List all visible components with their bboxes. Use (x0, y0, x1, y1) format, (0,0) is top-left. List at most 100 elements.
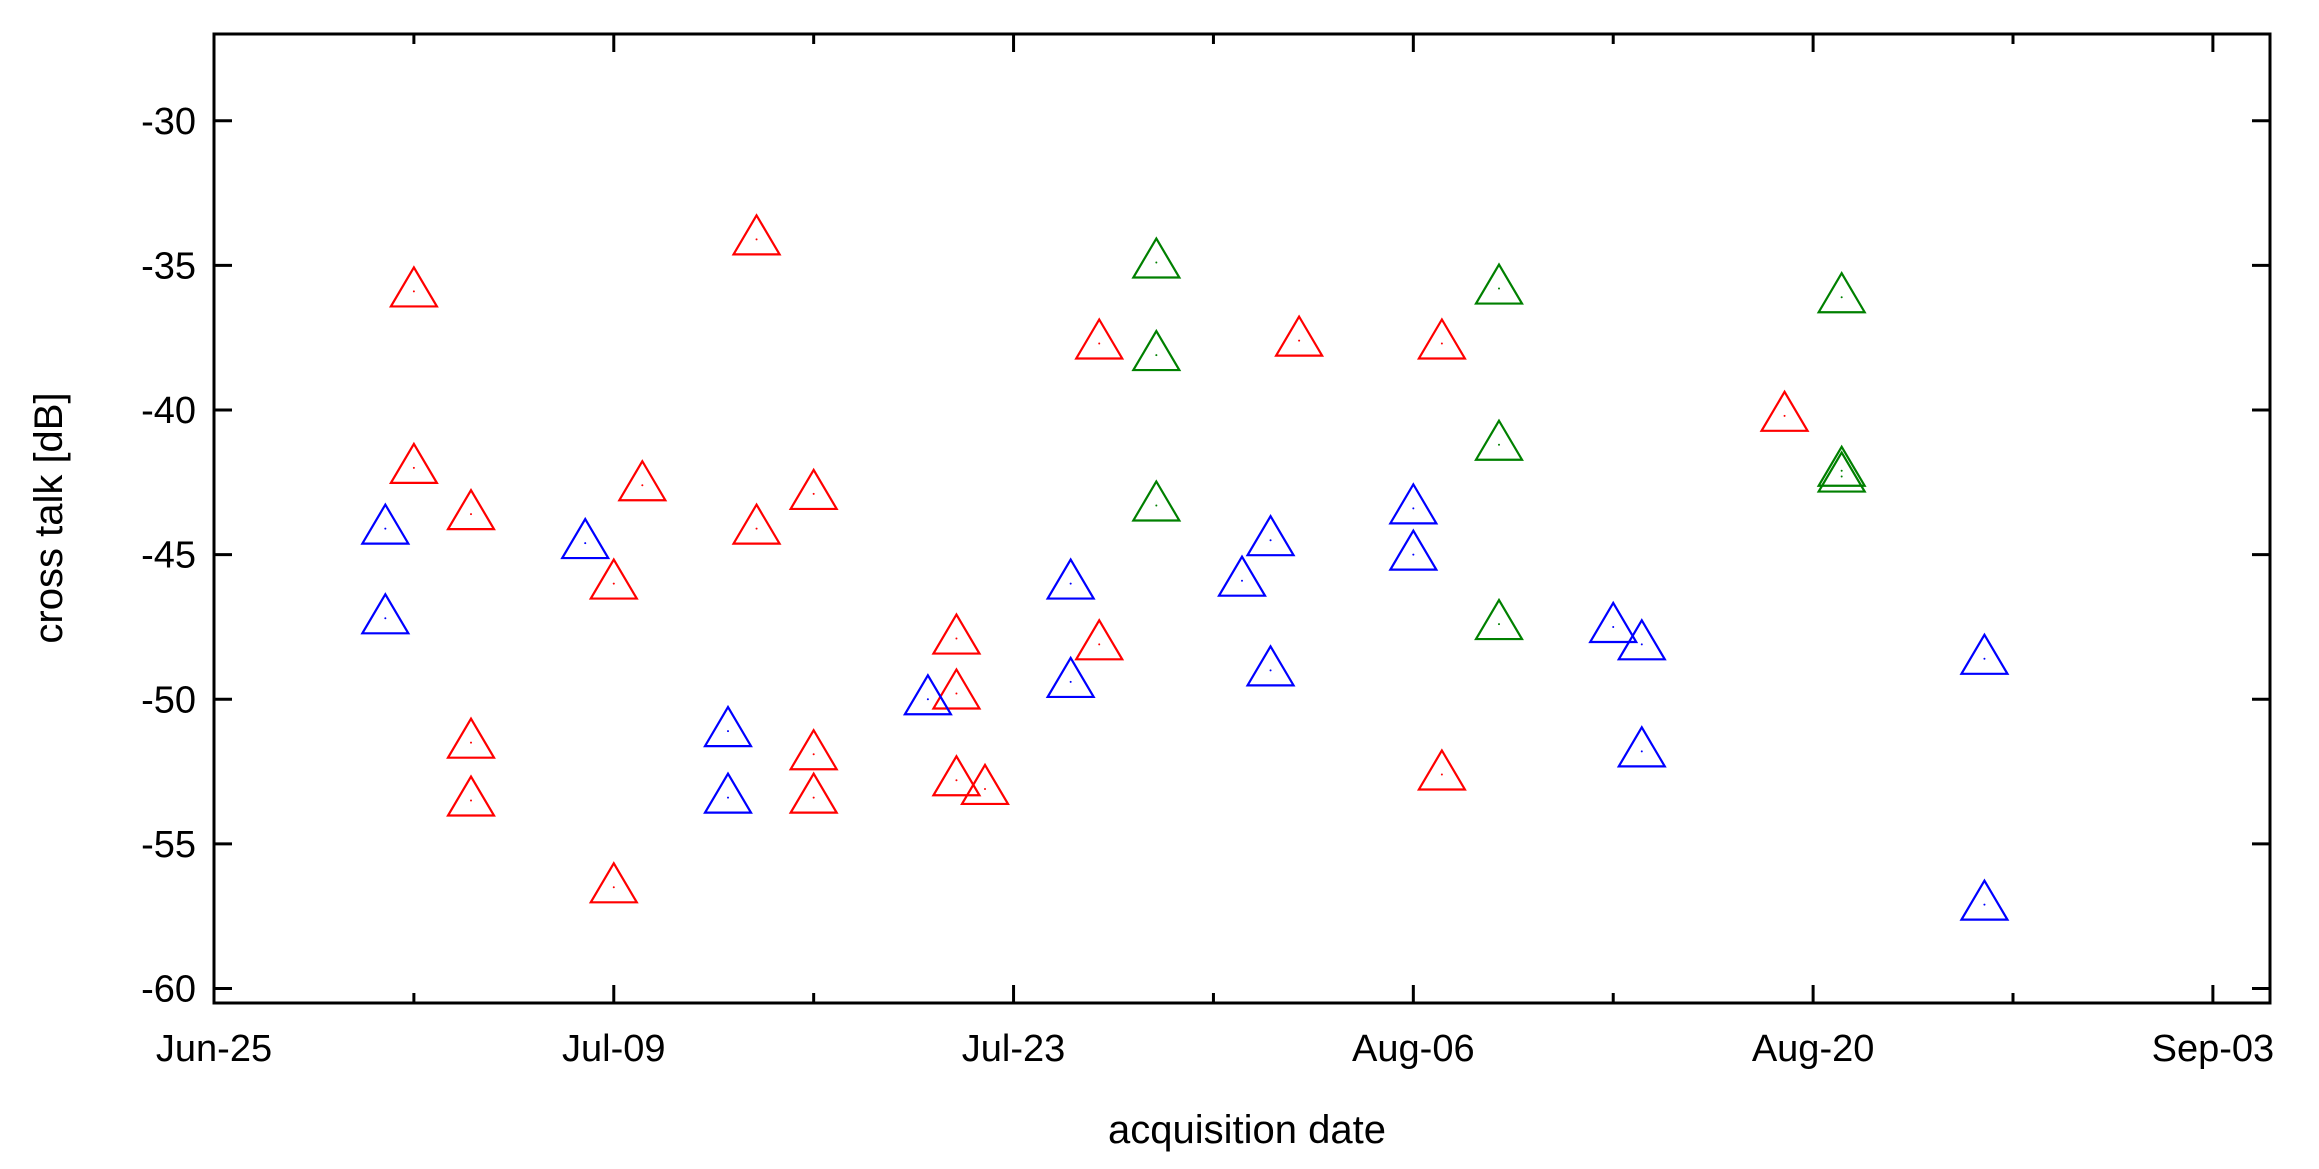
data-point-center (1155, 504, 1158, 507)
data-point-center (470, 799, 472, 802)
data-point-center (1498, 623, 1500, 626)
y-axis: -30 -35 -40 -45 -50 -55 -60 (141, 101, 2270, 1011)
x-tick-label: Sep-03 (2152, 1028, 2275, 1070)
data-point-center (1069, 582, 1072, 585)
data-point-center (1155, 261, 1158, 264)
data-point (588, 557, 639, 600)
data-point-center (984, 787, 986, 790)
x-tick-label: Jun-25 (156, 1028, 272, 1070)
data-point-center (1155, 354, 1158, 357)
data-point (1474, 597, 1524, 641)
data-point (588, 861, 639, 904)
data-point-center (470, 741, 472, 744)
data-point-center (584, 542, 587, 545)
data-point-center (812, 492, 815, 495)
x-tick-label: Aug-20 (1752, 1028, 1875, 1070)
x-axis-label: acquisition date (1108, 1108, 1386, 1152)
data-point (1045, 655, 1096, 699)
data-point-center (727, 730, 729, 733)
x-tick-label: Jul-23 (962, 1028, 1066, 1070)
data-point (731, 502, 782, 545)
data-point (446, 716, 496, 759)
data-point-center (1983, 657, 1986, 660)
data-point (1474, 418, 1524, 461)
data-point (1274, 314, 1325, 357)
data-point (1474, 262, 1524, 305)
data-point (388, 265, 439, 308)
data-point-center (1440, 342, 1443, 345)
data-point-center (1840, 296, 1843, 299)
data-point-center (612, 582, 615, 585)
data-point (1074, 317, 1125, 360)
data-point-center (955, 779, 958, 782)
data-point-center (1783, 414, 1786, 417)
data-point (1131, 328, 1182, 372)
x-axis: Jun-25 Jul-09 Jul-23 Aug-06 Aug-20 Sep-03 (156, 34, 2274, 1070)
data-point (931, 754, 982, 797)
data-point (1045, 557, 1096, 600)
data-point (931, 667, 982, 710)
data-point-center (955, 637, 958, 640)
data-point-center (1498, 443, 1500, 446)
data-point-center (384, 617, 387, 620)
data-point-center (1269, 539, 1272, 542)
data-point (1245, 644, 1296, 687)
data-point (788, 771, 839, 814)
data-point-center (1269, 669, 1272, 672)
data-point (388, 441, 439, 484)
plot-frame (212, 32, 2272, 1005)
data-point-center (1241, 579, 1243, 582)
data-point (960, 762, 1010, 806)
data-point (1588, 600, 1639, 644)
y-tick-label: -55 (141, 824, 196, 866)
data-point (360, 502, 411, 545)
data-point (617, 459, 668, 502)
data-point-center (755, 527, 758, 530)
data-point-center (1612, 625, 1615, 628)
data-point-center (926, 698, 929, 701)
data-point-center (755, 238, 758, 241)
y-tick-label: -35 (141, 245, 196, 287)
data-point-center (1069, 680, 1072, 683)
data-point (360, 592, 411, 635)
data-point (1388, 528, 1439, 571)
data-point-center (470, 513, 472, 516)
data-point (788, 728, 839, 771)
data-point-center (812, 796, 815, 799)
data-point-center (812, 753, 815, 756)
y-tick-label: -50 (141, 679, 196, 721)
data-point (1616, 725, 1667, 768)
data-point (1416, 317, 1467, 360)
data-point-center (384, 527, 387, 530)
data-point-center (955, 692, 958, 695)
data-point-center (1412, 507, 1415, 510)
y-axis-label: cross talk [dB] (27, 392, 71, 643)
y-tick-label: -45 (141, 535, 196, 577)
y-tick-label: -40 (141, 390, 196, 432)
data-point-center (1412, 553, 1415, 556)
data-point (1131, 236, 1182, 279)
data-point (1245, 514, 1296, 557)
data-point-center (1098, 643, 1101, 646)
data-point (1416, 748, 1467, 791)
data-point (703, 704, 753, 748)
data-point (703, 771, 753, 814)
x-tick-label: Aug-06 (1352, 1028, 1475, 1070)
data-point-center (1983, 903, 1986, 906)
data-point (1816, 444, 1867, 487)
data-point (446, 487, 496, 531)
data-point-center (1498, 287, 1500, 290)
y-tick-label: -30 (141, 101, 196, 143)
data-point (731, 213, 782, 256)
data-point-center (1840, 469, 1843, 472)
data-point (1959, 878, 2010, 921)
data-point (1217, 554, 1267, 597)
x-tick-label: Jul-09 (562, 1028, 666, 1070)
data-point (560, 516, 611, 560)
data-point-center (1840, 475, 1843, 478)
data-point-center (727, 796, 729, 799)
data-point (902, 673, 953, 716)
data-point-center (1298, 339, 1301, 342)
